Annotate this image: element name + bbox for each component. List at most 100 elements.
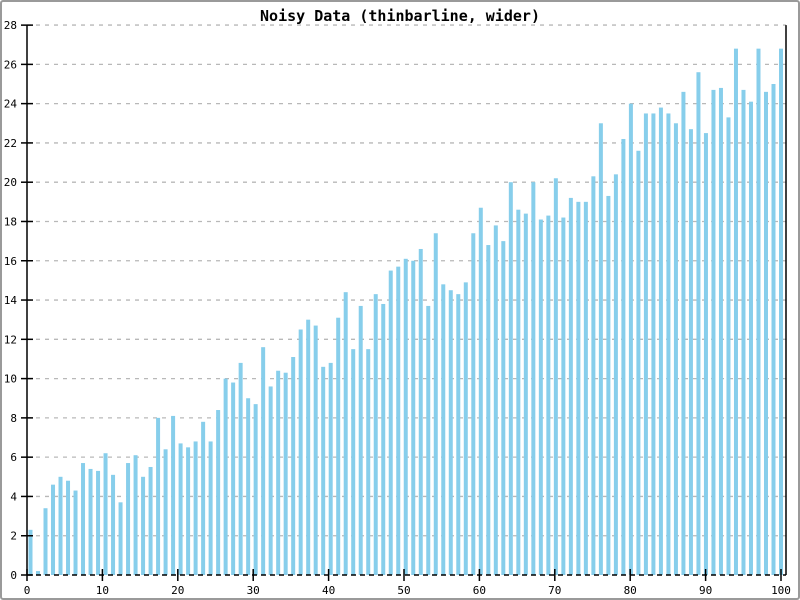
bar xyxy=(598,123,603,575)
bar xyxy=(456,294,461,575)
bar xyxy=(561,217,566,576)
bar xyxy=(426,305,431,575)
bar xyxy=(508,182,513,575)
bar xyxy=(673,123,678,575)
bar xyxy=(283,372,288,575)
bar xyxy=(298,329,303,575)
bar xyxy=(711,89,716,575)
bar xyxy=(216,410,221,575)
bar xyxy=(658,107,663,575)
bar xyxy=(133,455,138,575)
bar xyxy=(28,529,33,575)
bar xyxy=(651,113,656,576)
x-tick-label: 40 xyxy=(322,584,335,597)
bar xyxy=(171,415,176,575)
bar xyxy=(463,282,468,575)
bar xyxy=(741,89,746,575)
bar xyxy=(471,233,476,575)
bar xyxy=(358,305,363,575)
x-tick-label: 30 xyxy=(247,584,260,597)
bar xyxy=(36,571,41,575)
bar xyxy=(441,284,446,575)
bar xyxy=(73,490,78,575)
bar xyxy=(756,48,761,575)
bar xyxy=(103,453,108,575)
bar xyxy=(208,441,213,575)
bar xyxy=(411,260,416,575)
y-tick-label: 26 xyxy=(4,58,17,71)
bar xyxy=(396,266,401,575)
bar xyxy=(343,292,348,575)
bar xyxy=(621,138,626,576)
bar xyxy=(448,290,453,575)
bar xyxy=(141,476,146,575)
bar xyxy=(546,215,551,575)
y-tick-label: 22 xyxy=(4,137,17,150)
bar xyxy=(726,117,731,575)
bar xyxy=(733,48,738,575)
y-tick-label: 12 xyxy=(4,333,17,346)
bar xyxy=(643,113,648,576)
bar xyxy=(666,113,671,576)
bar xyxy=(583,201,588,575)
y-tick-label: 18 xyxy=(4,215,17,228)
bar xyxy=(613,174,618,575)
y-tick-label: 2 xyxy=(10,530,17,543)
bar xyxy=(268,386,273,575)
bar xyxy=(538,219,543,575)
bar xyxy=(523,213,528,575)
y-tick-label: 16 xyxy=(4,255,17,268)
bar xyxy=(748,101,753,576)
x-tick-label: 90 xyxy=(699,584,712,597)
bar xyxy=(531,182,536,575)
bar xyxy=(771,84,776,575)
bar xyxy=(591,176,596,575)
bar xyxy=(763,91,768,576)
bar xyxy=(81,463,86,575)
bar xyxy=(291,357,296,575)
x-tick-label: 0 xyxy=(24,584,31,597)
bar xyxy=(111,474,116,575)
x-tick-label: 70 xyxy=(548,584,561,597)
bar xyxy=(306,319,311,575)
bar xyxy=(118,502,123,575)
bar xyxy=(516,209,521,575)
bar xyxy=(313,325,318,575)
bar xyxy=(261,347,266,575)
bar xyxy=(58,476,63,575)
bar xyxy=(178,443,183,575)
bar xyxy=(88,468,93,575)
x-tick-label: 80 xyxy=(624,584,637,597)
bar xyxy=(276,370,281,575)
x-tick-label: 50 xyxy=(397,584,410,597)
bar xyxy=(403,258,408,575)
bar xyxy=(576,201,581,575)
bar xyxy=(486,245,491,576)
bar xyxy=(568,197,573,575)
bar xyxy=(553,178,558,575)
y-tick-label: 6 xyxy=(10,451,17,464)
bar xyxy=(718,87,723,576)
bar xyxy=(418,248,423,576)
x-tick-label: 60 xyxy=(473,584,486,597)
x-tick-label: 20 xyxy=(171,584,184,597)
bar xyxy=(43,508,48,575)
bar xyxy=(681,91,686,576)
bar xyxy=(156,417,161,575)
bar xyxy=(223,378,228,575)
bar xyxy=(328,362,333,575)
bar xyxy=(381,303,386,575)
bar xyxy=(366,349,371,575)
y-tick-label: 20 xyxy=(4,176,17,189)
y-tick-label: 0 xyxy=(10,569,17,582)
bar xyxy=(606,195,611,575)
bar xyxy=(628,103,633,575)
chart-title: Noisy Data (thinbarline, wider) xyxy=(260,7,540,25)
x-tick-label: 10 xyxy=(96,584,109,597)
bar xyxy=(231,382,236,575)
y-tick-label: 28 xyxy=(4,19,17,32)
bar xyxy=(246,398,251,575)
x-tick-label: 100 xyxy=(771,584,791,597)
